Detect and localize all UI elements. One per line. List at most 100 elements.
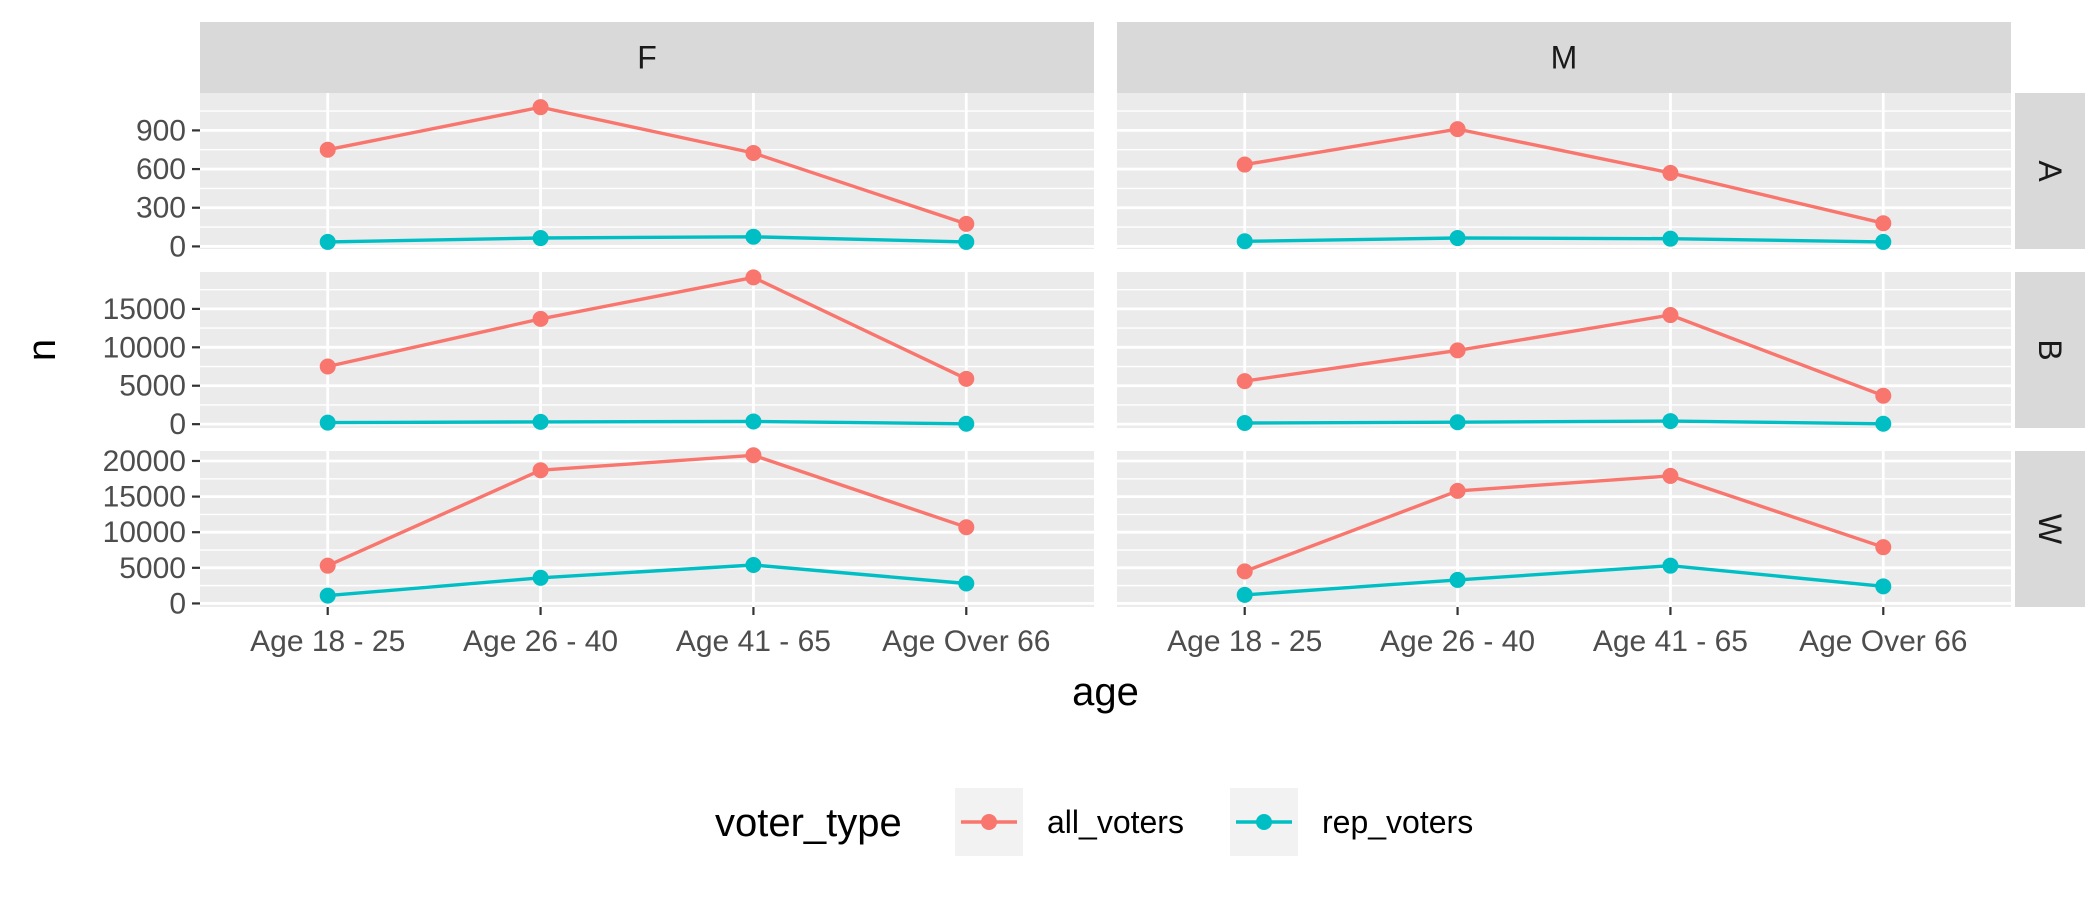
series-line-all_voters-m-b bbox=[1244, 313, 1884, 398]
y-tick-label-f-b: 10000 bbox=[103, 331, 186, 364]
y-tick-label-f-b: 5000 bbox=[119, 370, 186, 403]
x-tick-label-f-w-0: Age 18 - 25 bbox=[250, 625, 405, 658]
y-tick-label-f-w: 0 bbox=[169, 587, 186, 620]
panel-background-f-a bbox=[200, 93, 1094, 249]
row-strip-label-w: W bbox=[2032, 514, 2068, 545]
data-point-all_voters-f-b-3 bbox=[958, 370, 975, 387]
legend-label-rep_voters: rep_voters bbox=[1322, 804, 1473, 840]
panel-background-m-a bbox=[1117, 93, 2011, 249]
data-point-all_voters-m-w-0 bbox=[1236, 563, 1253, 580]
x-tick-label-f-w-3: Age Over 66 bbox=[882, 625, 1050, 658]
y-tick-label-f-w: 10000 bbox=[103, 516, 186, 549]
series-line-rep_voters-f-b bbox=[327, 419, 967, 426]
data-point-all_voters-m-b-3 bbox=[1875, 387, 1892, 404]
row-strip-label-b: B bbox=[2032, 339, 2068, 360]
y-tick-label-f-a: 900 bbox=[136, 114, 186, 147]
data-point-rep_voters-m-w-0 bbox=[1236, 586, 1253, 603]
x-tick-label-m-w-3: Age Over 66 bbox=[1799, 625, 1967, 658]
data-point-rep_voters-f-w-0 bbox=[319, 587, 336, 604]
data-point-all_voters-f-w-0 bbox=[319, 557, 336, 574]
data-point-rep_voters-f-w-3 bbox=[958, 575, 975, 592]
data-point-rep_voters-f-a-3 bbox=[958, 233, 975, 250]
data-point-rep_voters-m-a-0 bbox=[1236, 233, 1253, 250]
legend-label-all_voters: all_voters bbox=[1047, 804, 1184, 840]
data-point-all_voters-f-b-2 bbox=[745, 269, 762, 286]
data-point-all_voters-f-a-0 bbox=[319, 141, 336, 158]
data-point-all_voters-m-b-2 bbox=[1662, 307, 1679, 324]
data-point-all_voters-f-b-0 bbox=[319, 358, 336, 375]
data-point-all_voters-m-a-1 bbox=[1449, 121, 1466, 138]
y-tick-label-f-w: 5000 bbox=[119, 552, 186, 585]
panel-background-m-w bbox=[1117, 451, 2011, 607]
column-strip-label-m: M bbox=[1551, 40, 1578, 76]
data-point-all_voters-m-w-3 bbox=[1875, 539, 1892, 556]
row-strip-b bbox=[2015, 272, 2085, 428]
data-point-all_voters-m-a-0 bbox=[1236, 156, 1253, 173]
series-line-rep_voters-m-a bbox=[1244, 236, 1884, 244]
y-tick-label-f-w: 15000 bbox=[103, 481, 186, 514]
panel-background-m-b bbox=[1117, 272, 2011, 428]
series-line-rep_voters-m-b bbox=[1244, 419, 1884, 426]
series-line-all_voters-m-w bbox=[1244, 474, 1884, 573]
legend-key-point-rep_voters bbox=[1256, 814, 1272, 830]
data-point-rep_voters-f-b-1 bbox=[532, 413, 549, 430]
data-point-rep_voters-f-b-3 bbox=[958, 415, 975, 432]
y-tick-label-f-b: 0 bbox=[169, 408, 186, 441]
data-point-rep_voters-m-a-1 bbox=[1449, 230, 1466, 247]
data-point-rep_voters-f-b-2 bbox=[745, 413, 762, 430]
data-point-rep_voters-m-a-3 bbox=[1875, 233, 1892, 250]
data-point-all_voters-f-w-1 bbox=[532, 462, 549, 479]
series-line-all_voters-f-a bbox=[327, 105, 967, 226]
data-point-all_voters-f-w-3 bbox=[958, 519, 975, 536]
x-axis-title: age bbox=[1072, 670, 1139, 714]
data-point-rep_voters-f-a-1 bbox=[532, 230, 549, 247]
column-strip-label-f: F bbox=[637, 40, 657, 76]
y-tick-label-f-b: 15000 bbox=[103, 293, 186, 326]
series-line-rep_voters-m-w bbox=[1244, 563, 1884, 597]
data-point-rep_voters-f-w-2 bbox=[745, 556, 762, 573]
x-tick-label-f-w-1: Age 26 - 40 bbox=[463, 625, 618, 658]
data-point-all_voters-f-a-3 bbox=[958, 215, 975, 232]
data-point-all_voters-m-b-1 bbox=[1449, 342, 1466, 359]
column-strip-f bbox=[200, 22, 1094, 93]
x-tick-label-m-w-0: Age 18 - 25 bbox=[1167, 625, 1322, 658]
series-line-rep_voters-f-w bbox=[327, 563, 967, 598]
data-point-rep_voters-m-w-3 bbox=[1875, 578, 1892, 595]
data-point-all_voters-m-b-0 bbox=[1236, 373, 1253, 390]
data-point-rep_voters-m-b-2 bbox=[1662, 413, 1679, 430]
legend-key-point-all_voters bbox=[981, 814, 997, 830]
x-tick-label-m-w-1: Age 26 - 40 bbox=[1380, 625, 1535, 658]
data-point-rep_voters-m-b-0 bbox=[1236, 415, 1253, 432]
row-strip-a bbox=[2015, 93, 2085, 249]
data-point-all_voters-f-b-1 bbox=[532, 310, 549, 327]
data-point-rep_voters-f-b-0 bbox=[319, 414, 336, 431]
x-tick-label-m-w-2: Age 41 - 65 bbox=[1593, 625, 1748, 658]
data-point-all_voters-m-a-2 bbox=[1662, 164, 1679, 181]
y-tick-label-f-a: 300 bbox=[136, 192, 186, 225]
data-point-rep_voters-f-a-2 bbox=[745, 228, 762, 245]
data-point-all_voters-m-w-1 bbox=[1449, 482, 1466, 499]
y-tick-label-f-a: 0 bbox=[169, 230, 186, 263]
series-line-rep_voters-f-a bbox=[327, 235, 967, 244]
data-point-all_voters-f-w-2 bbox=[745, 447, 762, 464]
data-point-rep_voters-f-w-1 bbox=[532, 569, 549, 586]
data-point-rep_voters-f-a-0 bbox=[319, 233, 336, 250]
row-strip-w bbox=[2015, 451, 2085, 607]
data-point-rep_voters-m-w-1 bbox=[1449, 571, 1466, 588]
series-line-all_voters-f-b bbox=[327, 275, 968, 381]
y-axis-title: n bbox=[20, 339, 64, 361]
data-point-rep_voters-m-w-2 bbox=[1662, 557, 1679, 574]
x-tick-label-f-w-2: Age 41 - 65 bbox=[676, 625, 831, 658]
data-point-all_voters-m-w-2 bbox=[1662, 467, 1679, 484]
series-line-all_voters-f-w bbox=[327, 453, 967, 568]
data-point-all_voters-f-a-2 bbox=[745, 144, 762, 161]
series-line-all_voters-m-a bbox=[1244, 127, 1884, 225]
data-point-rep_voters-m-b-3 bbox=[1875, 415, 1892, 432]
data-point-all_voters-f-a-1 bbox=[532, 99, 549, 116]
data-point-rep_voters-m-a-2 bbox=[1662, 230, 1679, 247]
legend-title: voter_type bbox=[715, 801, 902, 845]
column-strip-m bbox=[1117, 22, 2011, 93]
y-tick-label-f-a: 600 bbox=[136, 153, 186, 186]
row-strip-label-a: A bbox=[2032, 160, 2068, 182]
